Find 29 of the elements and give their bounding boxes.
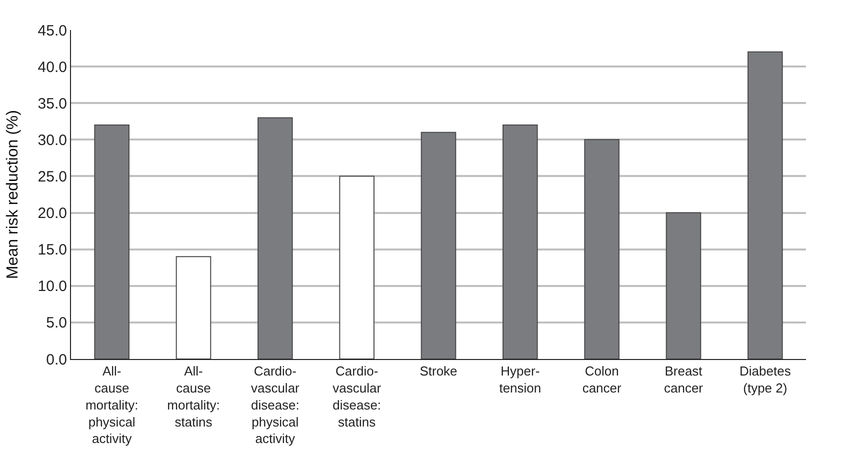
y-tick-label: 45.0 — [38, 22, 67, 40]
y-tick-label: 5.0 — [46, 314, 67, 332]
x-tick-label: Cardio- vascular disease: statins — [332, 364, 382, 430]
x-tick-label: All- cause mortality: physical activity — [85, 364, 138, 446]
y-tick-label: 15.0 — [38, 242, 67, 259]
y-axis-title: Mean risk reduction (%) — [4, 110, 22, 279]
bar — [176, 256, 212, 359]
bar — [420, 132, 456, 359]
y-tick-label: 10.0 — [38, 278, 67, 296]
bar — [258, 117, 293, 359]
x-tick-label: Diabetes (type 2) — [740, 364, 792, 396]
x-tick-label: Hyper- tension — [499, 364, 542, 396]
x-tick-label: Stroke — [420, 364, 458, 379]
bar — [502, 124, 538, 359]
y-tick-label: 35.0 — [38, 95, 67, 112]
bar — [666, 212, 702, 359]
bar — [94, 124, 130, 359]
x-tick-label: Breast cancer — [664, 364, 704, 396]
bar — [748, 51, 783, 359]
y-tick-label: 20.0 — [38, 205, 67, 222]
x-tick-label: Cardio- vascular disease: physical activity — [250, 364, 300, 446]
y-tick-label: 30.0 — [38, 132, 67, 149]
x-tick-label: Colon cancer — [582, 364, 622, 396]
y-tick-label: 0.0 — [46, 351, 67, 368]
x-tick-label: All- cause mortality: statins — [167, 364, 220, 430]
y-tick-label: 40.0 — [38, 58, 67, 76]
y-tick-label: 25.0 — [38, 168, 67, 186]
bar — [584, 139, 620, 359]
bar — [339, 176, 374, 359]
